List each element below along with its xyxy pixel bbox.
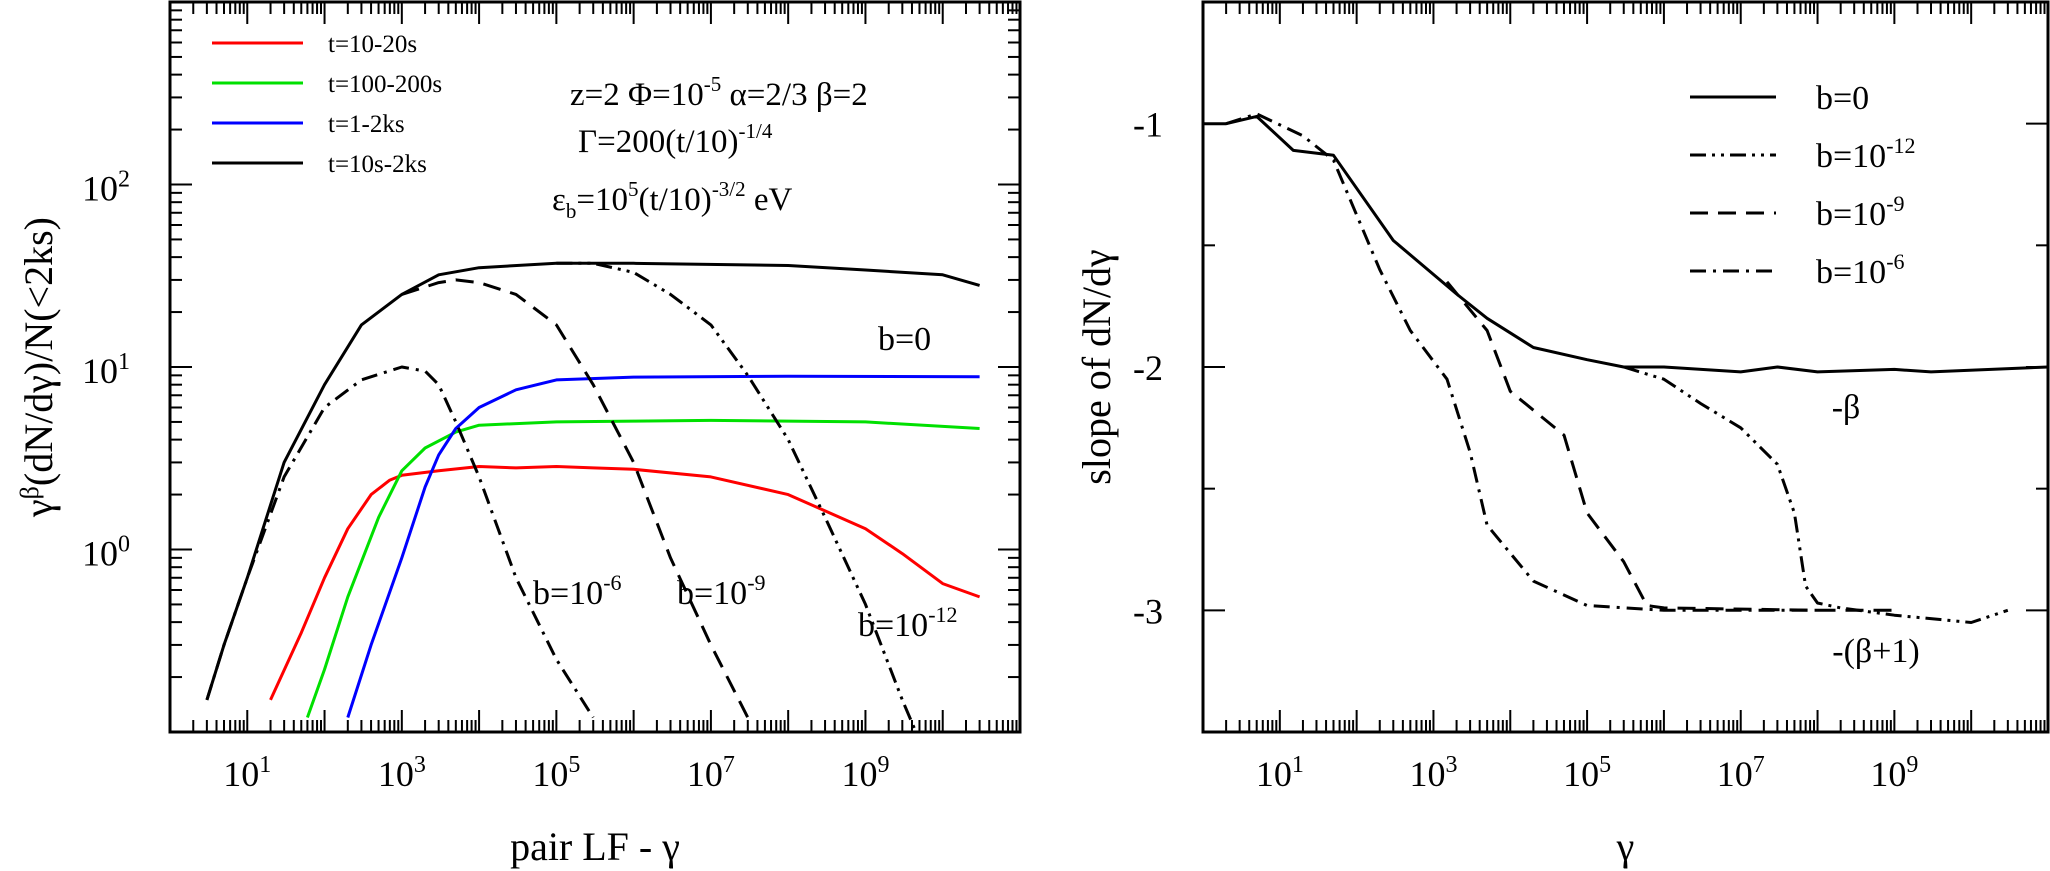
y-tick-label: 100 (82, 532, 130, 574)
series-line-t-100-200s (305, 418, 980, 719)
y-tick-label: -2 (1133, 348, 1163, 388)
x-tick-label: 101 (223, 752, 271, 794)
tick-marks (169, 1, 1021, 733)
x-tick-label: 109 (841, 752, 889, 794)
curve-label: b=10-9 (677, 570, 766, 612)
series-line-t-1-2ks (346, 374, 980, 718)
x-axis-label: γ (1616, 824, 1635, 869)
series-line-b-10-12 (556, 261, 918, 732)
series-line-b-10-6 (205, 365, 595, 719)
plot-frame (168, 0, 1022, 734)
plot-frame (1201, 0, 2050, 734)
parameter-text: εb=105(t/10)-3/2 eV (552, 177, 793, 223)
legend-label: b=10-12 (1816, 133, 1916, 175)
series-line-b-10-9 (401, 278, 750, 719)
legend-label: b=10-6 (1816, 249, 1905, 291)
curve-label: b=10-6 (533, 570, 622, 612)
x-axis-label: pair LF - γ (510, 824, 680, 869)
annotations: b=0 b=10-6 b=10-9 b=10-12 (533, 321, 958, 644)
series-line-b-10-9 (1445, 280, 1895, 612)
series-line-b-0 (205, 261, 981, 701)
x-tick-label: 101 (1256, 752, 1304, 794)
y-axis-label: γβ(dN/dγ)/N(<2ks) (15, 217, 61, 518)
left-panel: 101 103 105 107 109 pair LF - γ 100 101 102 γβ(dN… (15, 0, 1022, 869)
parameter-text: Γ=200(t/10)-1/4 (578, 119, 773, 160)
series-line-b-10-6 (1225, 112, 1818, 612)
curve-label: -β (1832, 389, 1861, 426)
annotations: -β -(β+1) (1832, 389, 1920, 670)
x-tick-label: 107 (687, 752, 735, 794)
legend-label: t=10s-2ks (328, 151, 427, 178)
series-group (205, 261, 981, 732)
x-tick-label: 109 (1870, 752, 1918, 794)
y-tick-label: 102 (82, 167, 130, 209)
y-tick-label: 101 (82, 349, 130, 391)
legend-label: b=10-9 (1816, 191, 1905, 233)
legend: b=0 b=10-12 b=10-9 b=10-6 (1690, 80, 1916, 291)
y-axis-label-text: γβ(dN/dγ)/N(<2ks) (15, 217, 61, 518)
x-tick-label: 103 (1409, 752, 1457, 794)
x-tick-label: 105 (532, 752, 580, 794)
curve-label: -(β+1) (1832, 633, 1919, 670)
parameter-text: z=2 Φ=10-5 α=2/3 β=2 (570, 72, 868, 113)
series-line-b-10-12 (1623, 365, 2009, 624)
x-tick-label: 105 (1563, 752, 1611, 794)
y-axis-label: slope of dN/dγ (1074, 249, 1119, 484)
legend-label: t=100-200s (328, 71, 442, 98)
y-tick-label: -3 (1133, 591, 1163, 631)
curve-label: b=0 (878, 321, 931, 358)
parameters: z=2 Φ=10-5 α=2/3 β=2 Γ=200(t/10)-1/4 εb=10… (552, 72, 868, 223)
legend-label: t=1-2ks (328, 111, 405, 138)
curve-label: b=10-12 (858, 602, 958, 644)
x-tick-label: 107 (1717, 752, 1765, 794)
series-line-b-0 (1203, 114, 2048, 374)
series-line-t-10-20s (269, 465, 981, 701)
legend-label: b=0 (1816, 80, 1869, 117)
y-tick-label: -1 (1133, 105, 1163, 145)
legend-label: t=10-20s (328, 31, 417, 58)
series-group (1203, 112, 2048, 624)
x-tick-label: 103 (378, 752, 426, 794)
legend: t=10-20s t=100-200s t=1-2ks t=10s-2ks (212, 31, 442, 178)
